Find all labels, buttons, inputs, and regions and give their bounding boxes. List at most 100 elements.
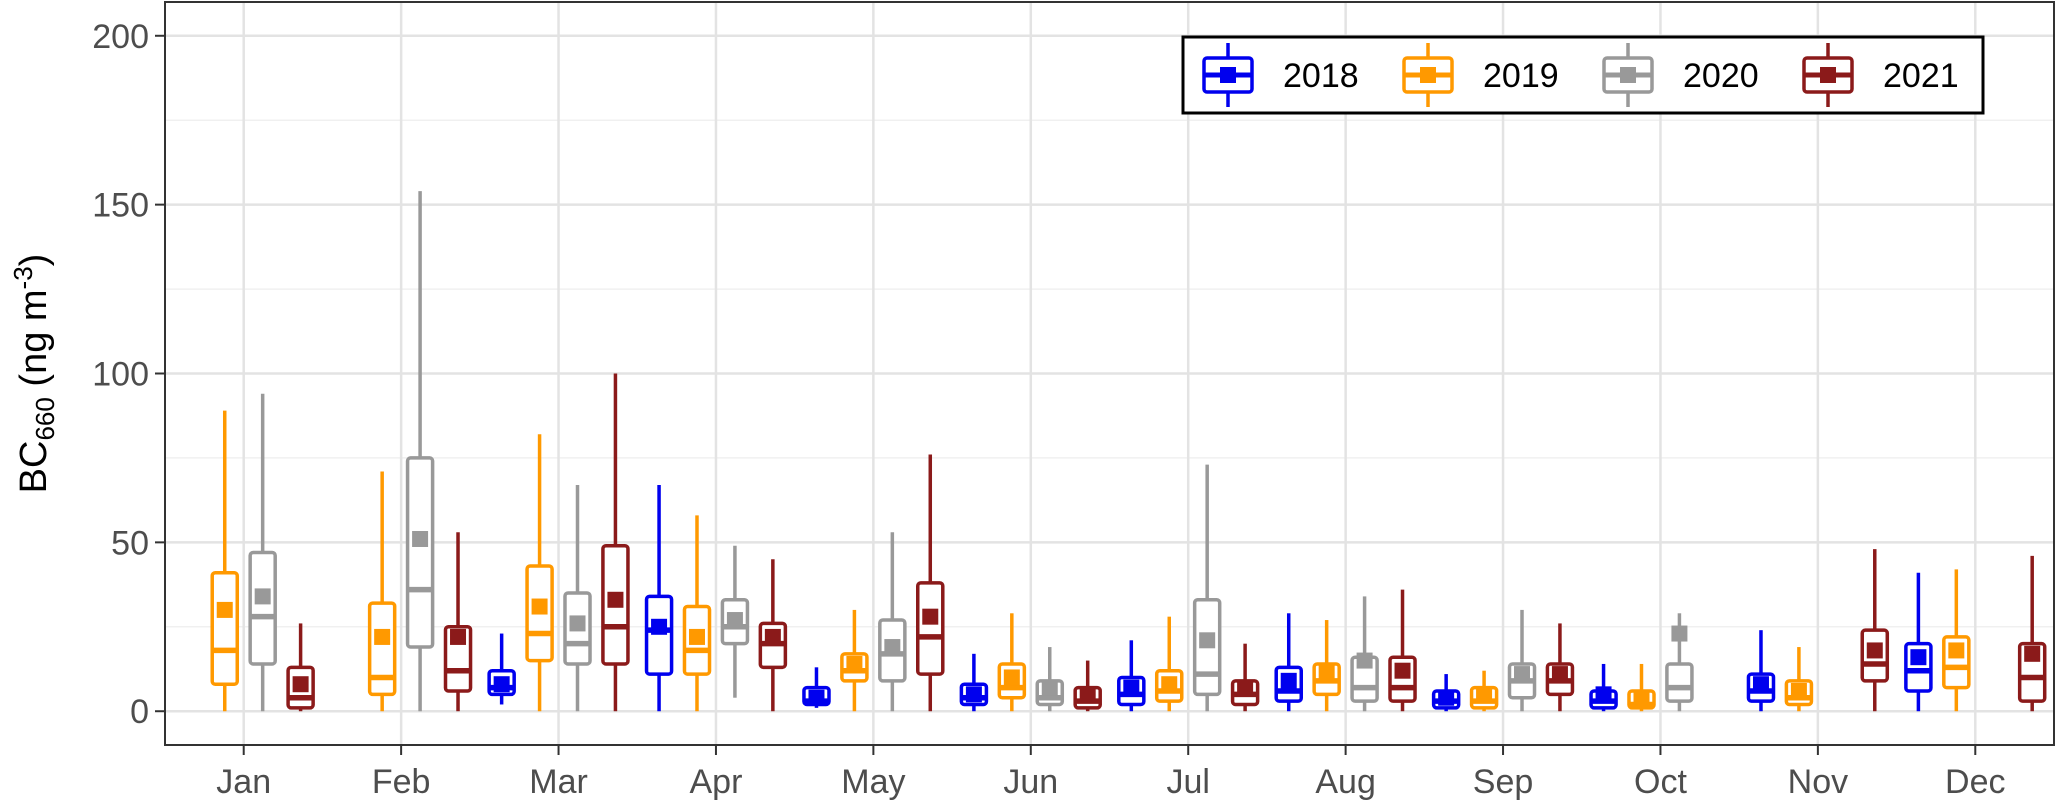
box-2019-Aug bbox=[1312, 620, 1341, 712]
box-2019-Apr bbox=[682, 515, 712, 712]
legend-label: 2019 bbox=[1483, 57, 1559, 95]
legend-entry-2021: 2021 bbox=[1802, 43, 1959, 107]
box-iqr bbox=[248, 550, 277, 666]
y-axis-title-subscript: 660 bbox=[30, 397, 60, 440]
y-tick-label: 200 bbox=[92, 18, 149, 56]
box-mean-marker bbox=[1948, 642, 1965, 659]
box-mean-marker bbox=[808, 689, 825, 706]
box-2020-Apr bbox=[720, 545, 750, 698]
box-iqr bbox=[367, 601, 397, 697]
box-iqr bbox=[210, 571, 240, 686]
box-mean-marker bbox=[2024, 645, 2041, 662]
box-2018-May bbox=[802, 667, 831, 708]
box-2019-Oct bbox=[1627, 663, 1656, 712]
box-2021-Apr bbox=[758, 559, 788, 712]
box-mean-marker bbox=[569, 615, 586, 632]
legend-entry-2019: 2019 bbox=[1402, 43, 1559, 107]
x-tick-label: May bbox=[841, 763, 905, 801]
box-2021-Feb bbox=[443, 532, 473, 712]
box-2018-Aug bbox=[1274, 613, 1303, 712]
box-iqr bbox=[405, 456, 435, 649]
boxplots bbox=[210, 191, 2047, 712]
box-mean-marker bbox=[1394, 662, 1411, 679]
y-axis-title: BC660 (ng m-3) bbox=[8, 254, 60, 494]
box-2020-Jun bbox=[1035, 647, 1065, 712]
box-2019-Jul bbox=[1154, 616, 1184, 712]
box-mean-marker bbox=[764, 628, 781, 645]
legend-label: 2018 bbox=[1283, 57, 1359, 95]
legend-key-mean bbox=[1620, 67, 1636, 83]
y-axis-title-main: BC bbox=[13, 441, 55, 494]
y-axis-title-superscript: -3 bbox=[8, 266, 38, 289]
box-2019-Feb bbox=[367, 471, 397, 712]
box-2019-Mar bbox=[525, 434, 554, 712]
box-2020-May bbox=[878, 532, 907, 712]
box-mean-marker bbox=[1866, 642, 1883, 659]
box-2019-Sep bbox=[1469, 670, 1499, 712]
box-2021-Jun bbox=[1073, 660, 1102, 712]
box-2018-Oct bbox=[1589, 663, 1618, 712]
box-mean-marker bbox=[651, 618, 668, 635]
box-2018-Dec bbox=[1904, 572, 1933, 712]
box-mean-marker bbox=[1910, 649, 1927, 666]
box-2021-Mar bbox=[601, 373, 630, 712]
y-tick-label: 0 bbox=[130, 693, 149, 731]
box-mean-marker bbox=[1237, 679, 1254, 696]
box-mean-marker bbox=[1790, 682, 1807, 699]
box-2019-Dec bbox=[1942, 569, 1971, 712]
box-mean-marker bbox=[884, 639, 901, 656]
box-mean-marker bbox=[1476, 686, 1493, 703]
x-tick-label: Jul bbox=[1166, 763, 1209, 801]
x-tick-label: Jan bbox=[216, 763, 271, 801]
box-mean-marker bbox=[607, 591, 624, 608]
box-2019-Jun bbox=[997, 613, 1027, 712]
box-2020-Jul bbox=[1192, 464, 1222, 712]
legend-key-mean bbox=[1820, 67, 1836, 83]
box-2021-May bbox=[916, 454, 945, 712]
x-tick-label: Feb bbox=[372, 763, 431, 801]
box-2021-Sep bbox=[1545, 623, 1575, 712]
box-2018-Jul bbox=[1117, 640, 1146, 712]
box-2020-Mar bbox=[563, 484, 592, 712]
legend-label: 2021 bbox=[1883, 57, 1959, 95]
box-mean-marker bbox=[254, 588, 271, 605]
box-mean-marker bbox=[1280, 672, 1297, 689]
box-mean-marker bbox=[1671, 625, 1688, 642]
box-2019-Nov bbox=[1784, 647, 1814, 712]
box-mean-marker bbox=[1199, 632, 1216, 649]
box-mean-marker bbox=[374, 628, 391, 645]
legend-entry-2018: 2018 bbox=[1202, 43, 1359, 107]
x-tick-label: Aug bbox=[1315, 763, 1376, 801]
legend-label: 2020 bbox=[1683, 57, 1759, 95]
box-mean-marker bbox=[1595, 686, 1612, 703]
y-tick-label: 50 bbox=[111, 524, 149, 562]
box-mean-marker bbox=[1438, 689, 1455, 706]
x-tick-label: Oct bbox=[1634, 763, 1687, 801]
grid bbox=[165, 2, 2054, 745]
box-mean-marker bbox=[922, 608, 939, 625]
legend-entry-2020: 2020 bbox=[1602, 43, 1759, 107]
box-mean-marker bbox=[965, 686, 982, 703]
box-mean-marker bbox=[1551, 666, 1568, 683]
box-mean-marker bbox=[1123, 679, 1140, 696]
box-2020-Oct bbox=[1665, 613, 1694, 712]
box-mean-marker bbox=[1752, 676, 1769, 693]
box-2021-Jan bbox=[286, 623, 315, 712]
box-mean-marker bbox=[1003, 669, 1020, 686]
y-tick-label: 150 bbox=[92, 187, 149, 225]
box-2018-Jun bbox=[959, 653, 989, 712]
x-tick-label: Dec bbox=[1945, 763, 2005, 801]
box-mean-marker bbox=[412, 530, 429, 547]
x-tick-label: Sep bbox=[1473, 763, 1534, 801]
box-mean-marker bbox=[1318, 662, 1335, 679]
y-axis-title-unit: (ng m bbox=[13, 289, 55, 397]
box-2021-Dec bbox=[2017, 555, 2047, 712]
box-mean-marker bbox=[1633, 689, 1650, 706]
axes: 0 50 100 150 200 Jan Feb Mar Apr May Jun Jul Aug Sep O… bbox=[92, 18, 2005, 801]
box-mean-marker bbox=[688, 628, 705, 645]
x-tick-label: Nov bbox=[1788, 763, 1848, 801]
box-mean-marker bbox=[846, 655, 863, 672]
x-tick-label: Jun bbox=[1003, 763, 1058, 801]
box-mean-marker bbox=[531, 598, 548, 615]
